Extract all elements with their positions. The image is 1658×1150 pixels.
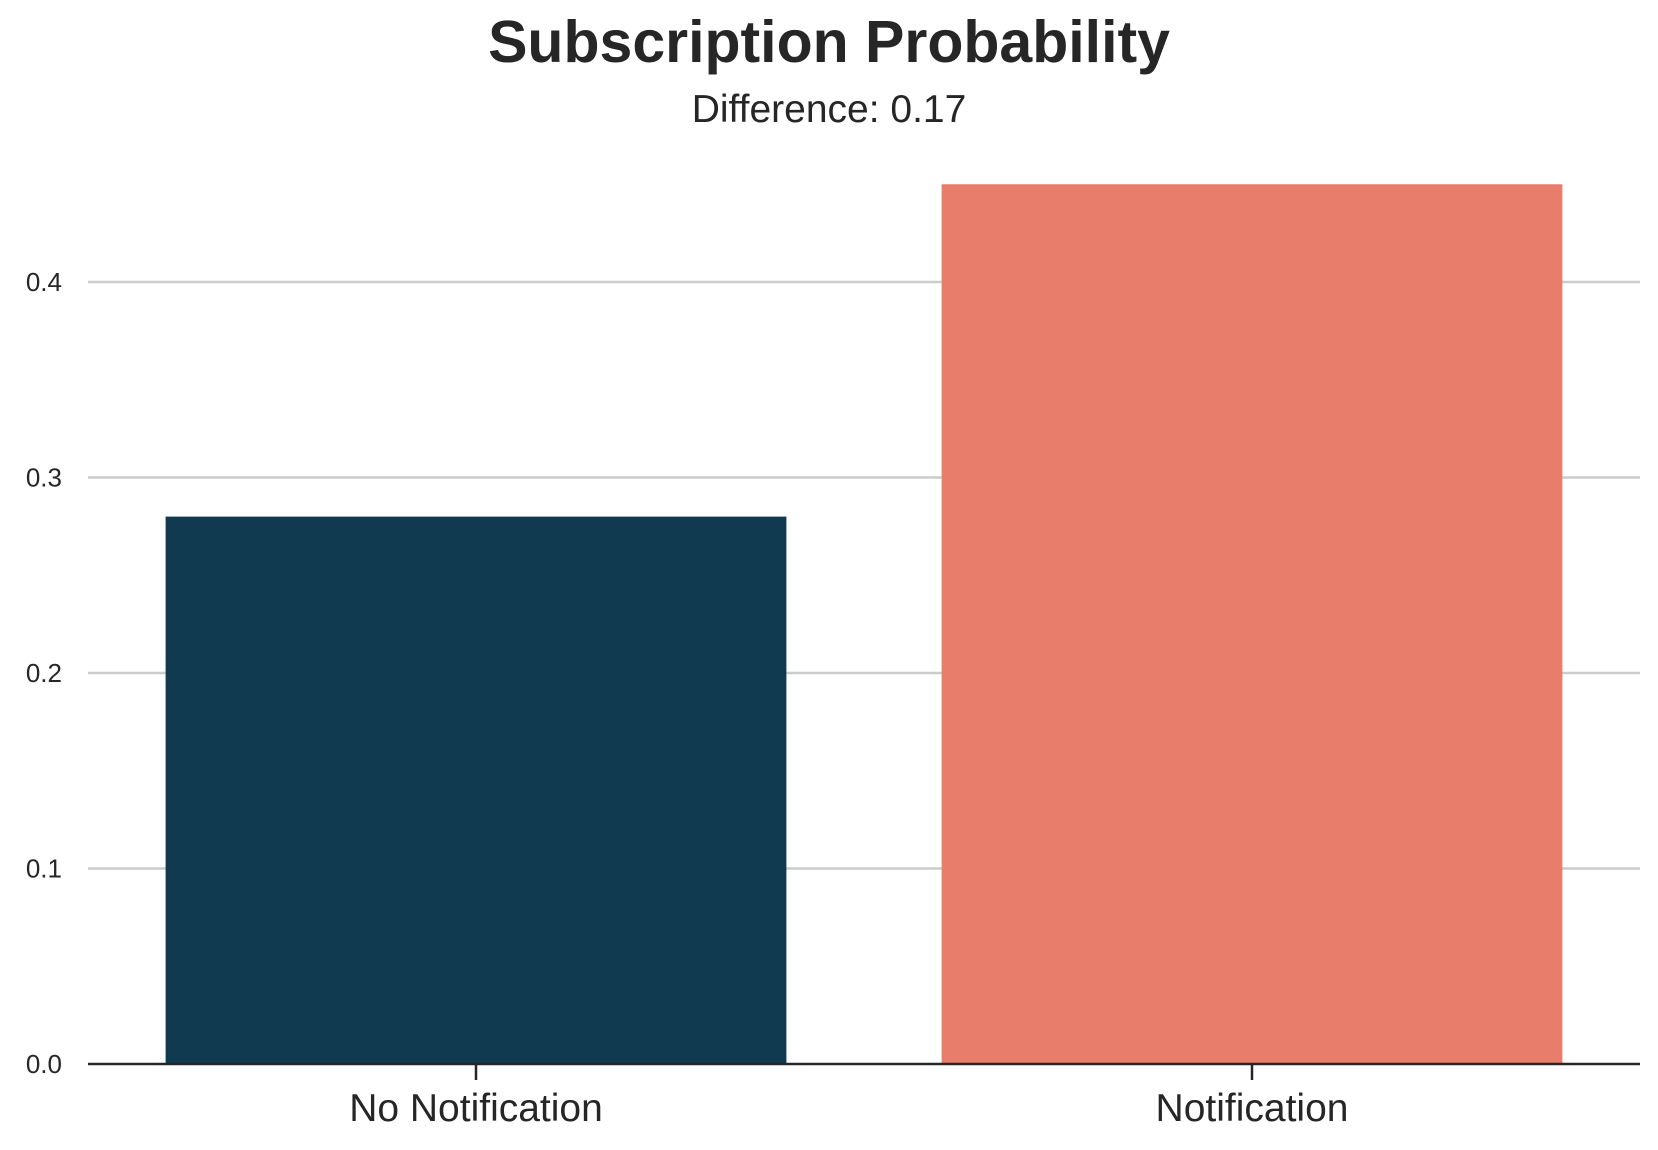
bars <box>165 184 1563 1064</box>
chart-title: Subscription Probability <box>488 9 1170 75</box>
y-tick-label: 0.0 <box>26 1049 62 1079</box>
x-tick-labels: No Notification Notification <box>349 1087 1348 1130</box>
bar-notification <box>941 184 1563 1064</box>
y-tick-label: 0.1 <box>26 854 62 884</box>
axes <box>88 1062 1640 1080</box>
y-tick-label: 0.2 <box>26 658 62 688</box>
x-tick-label: Notification <box>1156 1087 1349 1130</box>
chart-subtitle: Difference: 0.17 <box>691 88 967 131</box>
y-tick-label: 0.4 <box>26 267 62 297</box>
bar-no-notification <box>165 516 787 1064</box>
y-tick-labels: 0.0 0.1 0.2 0.3 0.4 <box>26 267 62 1079</box>
y-tick-label: 0.3 <box>26 463 62 493</box>
x-tick-label: No Notification <box>349 1087 603 1130</box>
